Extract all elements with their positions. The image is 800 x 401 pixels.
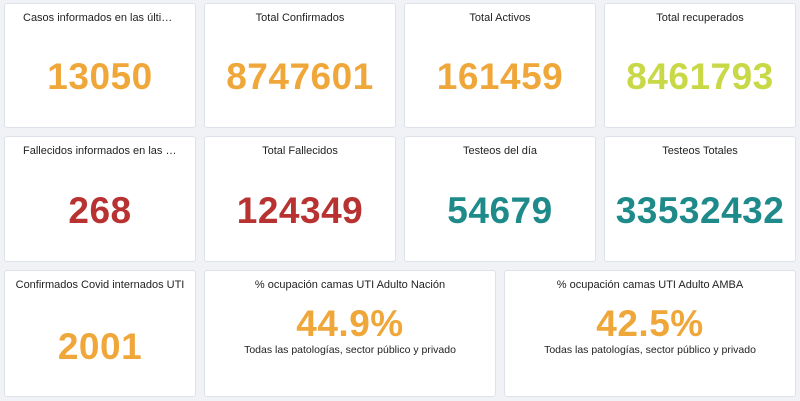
card-value: 268 — [68, 190, 132, 231]
card-total-recovered: Total recuperados 8461793 — [604, 3, 796, 128]
card-title: Testeos del día — [463, 145, 537, 157]
card-value: 8747601 — [226, 56, 374, 97]
card-value: 42.5% — [596, 303, 704, 344]
card-total-tests: Testeos Totales 33532432 — [604, 136, 796, 262]
card-value: 124349 — [236, 190, 364, 231]
card-icu-occupancy-amba: % ocupación camas UTI Adulto AMBA 42.5% … — [504, 270, 796, 397]
card-title: % ocupación camas UTI Adulto Nación — [254, 279, 446, 291]
card-total-confirmed: Total Confirmados 8747601 — [204, 3, 396, 128]
card-value: 44.9% — [296, 303, 404, 344]
card-deaths-24h: Fallecidos informados en las últimas 24 … — [4, 136, 196, 262]
card-value: 161459 — [436, 56, 564, 97]
card-title: Total Fallecidos — [262, 145, 338, 157]
card-value: 54679 — [447, 190, 553, 231]
card-title: Fallecidos informados en las últimas 24 … — [23, 145, 195, 157]
card-cases-24h: Casos informados en las últimas 24 horas… — [4, 3, 196, 128]
card-total-deaths: Total Fallecidos 124349 — [204, 136, 396, 262]
card-value: 8461793 — [626, 56, 774, 97]
card-value: 13050 — [47, 56, 153, 97]
card-title: Total Confirmados — [255, 12, 345, 24]
card-daily-tests: Testeos del día 54679 — [404, 136, 596, 262]
card-subtitle: Todas las patologías, sector público y p… — [244, 344, 456, 356]
card-value: 2001 — [57, 326, 143, 367]
card-value: 33532432 — [615, 190, 785, 231]
card-title: % ocupación camas UTI Adulto AMBA — [556, 279, 744, 291]
card-title: Testeos Totales — [662, 145, 738, 157]
card-total-active: Total Activos 161459 — [404, 3, 596, 128]
card-title: Casos informados en las últimas 24 horas — [23, 12, 195, 24]
card-title: Confirmados Covid internados UTI — [15, 279, 185, 291]
card-title: Total Activos — [469, 12, 531, 24]
card-subtitle: Todas las patologías, sector público y p… — [544, 344, 756, 356]
card-title: Total recuperados — [656, 12, 744, 24]
card-icu-confirmed: Confirmados Covid internados UTI 2001 — [4, 270, 196, 397]
card-icu-occupancy-nation: % ocupación camas UTI Adulto Nación 44.9… — [204, 270, 496, 397]
